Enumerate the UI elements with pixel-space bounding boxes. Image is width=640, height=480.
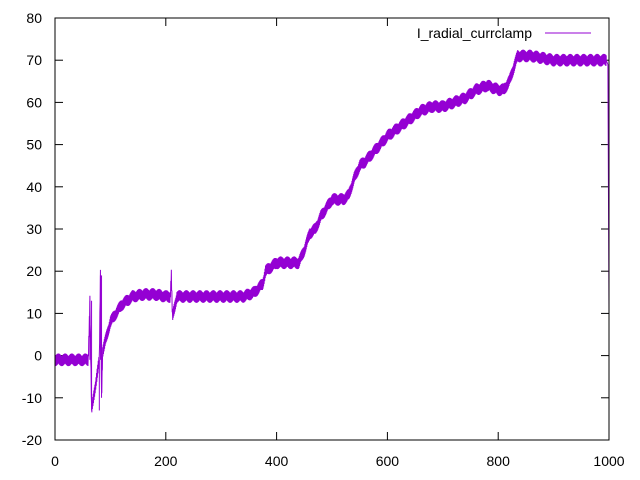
legend-label: I_radial_currclamp	[417, 25, 532, 41]
x-tick-label: 800	[487, 453, 511, 469]
y-tick-label: 30	[26, 221, 42, 237]
x-tick-label: 1000	[593, 453, 624, 469]
series-line	[54, 49, 610, 413]
x-tick-label: 400	[265, 453, 289, 469]
series-layer	[54, 49, 610, 413]
y-tick-label: 50	[26, 137, 42, 153]
plot-border	[54, 17, 610, 441]
y-tick-label: 60	[26, 94, 42, 110]
y-tick-label: 10	[26, 305, 42, 321]
y-tick-label: 80	[26, 10, 42, 26]
y-tick-label: -20	[22, 432, 42, 448]
x-tick-label: 0	[51, 453, 59, 469]
axis-ticks	[54, 17, 610, 441]
x-tick-label: 200	[154, 453, 178, 469]
x-axis-tick-labels: 0 200 400 600 800 1000	[51, 453, 625, 469]
y-tick-label: 0	[34, 348, 42, 364]
legend: I_radial_currclamp	[417, 25, 591, 41]
y-axis-tick-labels: -20 -10 0 10 20 30 40 50 60 70 80	[22, 10, 42, 448]
y-tick-label: 20	[26, 263, 42, 279]
y-tick-label: 40	[26, 179, 42, 195]
y-tick-label: 70	[26, 52, 42, 68]
y-tick-label: -10	[22, 390, 42, 406]
x-tick-label: 600	[376, 453, 400, 469]
